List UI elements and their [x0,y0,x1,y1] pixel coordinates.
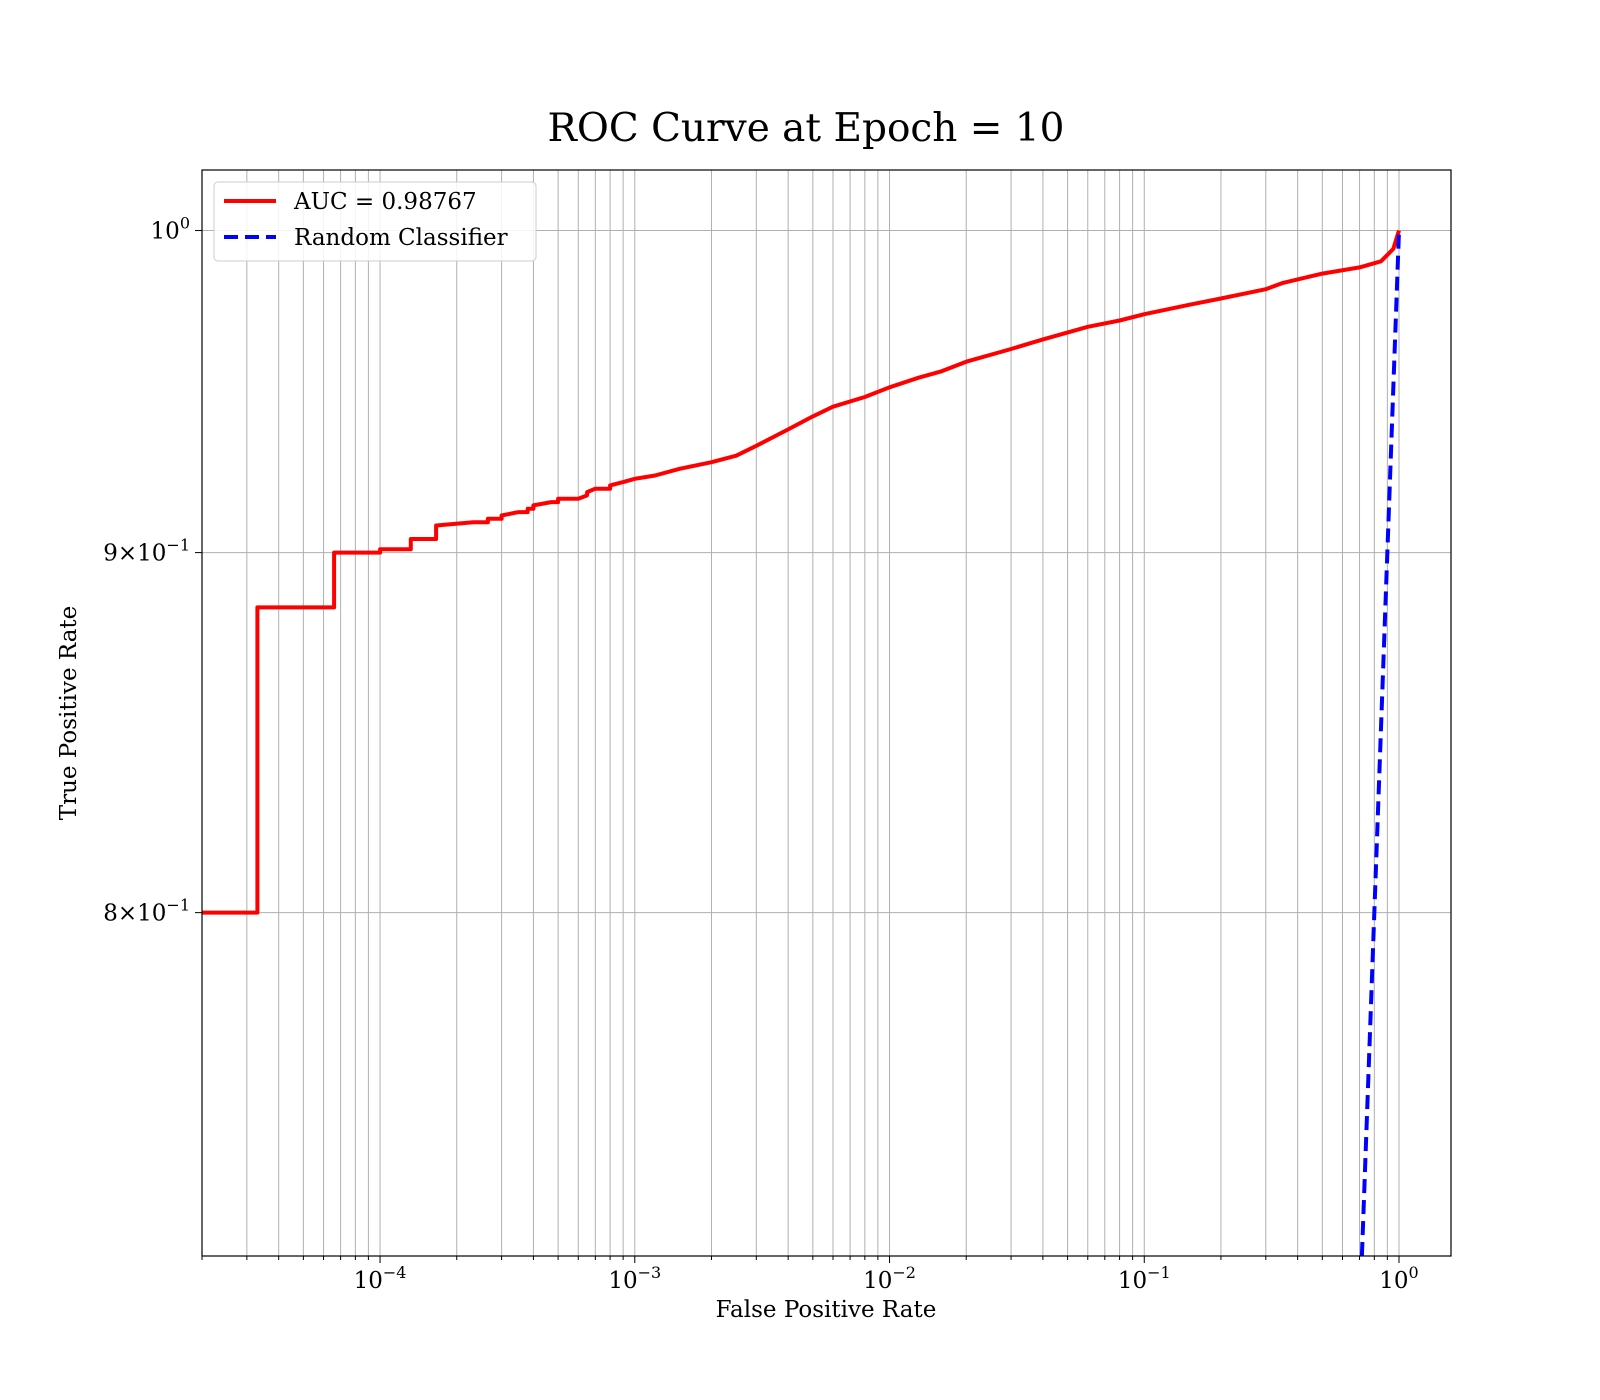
random-classifier-line [1359,230,1401,1256]
legend: AUC = 0.98767 Random Classifier [213,181,537,262]
x-tick-label: 10−3 [608,1263,661,1294]
y-tick-label: 9×10−1 [103,536,190,567]
roc-curve-line [202,229,1401,915]
chart-title: ROC Curve at Epoch = 10 [548,106,1065,151]
x-tick-label: 10−2 [863,1263,916,1294]
series-layer [202,229,1401,1256]
grid [201,170,1451,1256]
y-tick-label: 8×10−1 [103,896,190,927]
plot-frame [201,169,1452,1257]
x-tick-label: 10−1 [1118,1263,1171,1294]
y-tick-label: 100 [151,214,190,245]
ticks: 10−4 10−3 10−2 10−1 100 8×10−1 9×10−1 100 [103,214,1419,1294]
y-axis-label: True Positive Rate [56,606,82,821]
legend-box [213,181,537,262]
legend-label: AUC = 0.98767 [293,189,477,215]
legend-label: Random Classifier [294,225,508,251]
x-axis-label: False Positive Rate [716,1297,937,1323]
x-tick-label: 10−4 [354,1263,407,1294]
x-tick-label: 100 [1379,1263,1418,1294]
